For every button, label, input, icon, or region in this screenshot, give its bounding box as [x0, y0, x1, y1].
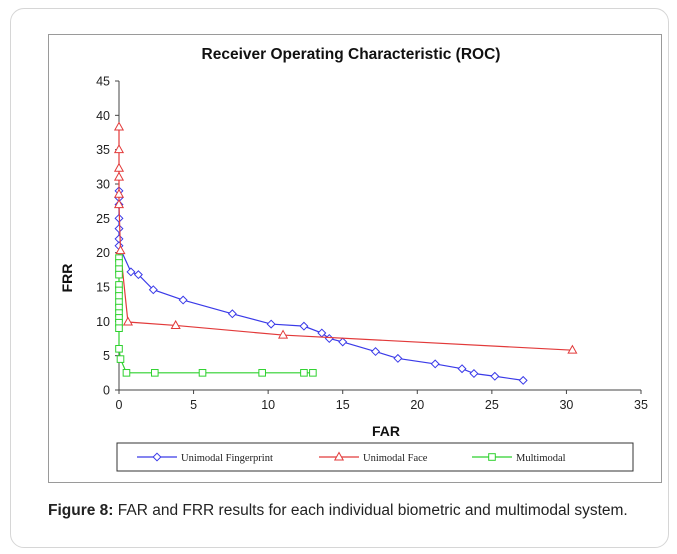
data-point-square: [116, 355, 125, 363]
x-tick-label: 35: [634, 398, 648, 412]
data-point-square: [198, 369, 207, 377]
series-2: [115, 254, 317, 377]
x-tick-label: 30: [559, 398, 573, 412]
chart-series: [113, 121, 578, 385]
data-point-square: [258, 369, 266, 377]
chart-frame: Receiver Operating Characteristic (ROC) …: [48, 34, 662, 483]
data-point-triangle: [113, 144, 125, 154]
data-point-diamond: [266, 319, 276, 329]
x-axis-label: FAR: [372, 423, 400, 439]
data-point-diamond: [152, 452, 162, 462]
y-tick-label: 20: [96, 246, 110, 260]
data-point-triangle: [170, 319, 181, 329]
x-tick-label: 20: [410, 398, 424, 412]
data-point-square: [488, 453, 496, 461]
data-point-triangle: [113, 171, 125, 181]
data-point-triangle: [115, 245, 126, 255]
data-point-square: [115, 259, 123, 267]
x-tick-label: 10: [261, 398, 275, 412]
figure-caption-label: Figure 8:: [48, 502, 114, 519]
y-tick-label: 30: [96, 178, 110, 192]
data-point-diamond: [178, 295, 188, 305]
chart-title: Receiver Operating Characteristic (ROC): [202, 46, 501, 63]
y-tick-label: 5: [103, 349, 110, 363]
figure-caption: Figure 8: FAR and FRR results for each i…: [48, 499, 668, 522]
y-tick-label: 10: [96, 315, 110, 329]
data-point-triangle: [333, 451, 345, 461]
y-tick-label: 40: [96, 109, 110, 123]
data-point-diamond: [126, 267, 136, 277]
data-point-square: [309, 369, 317, 377]
y-tick-label: 45: [96, 75, 110, 89]
figure-container: Receiver Operating Characteristic (ROC) …: [10, 8, 669, 548]
data-point-diamond: [469, 369, 479, 379]
data-point-diamond: [114, 224, 124, 234]
legend-label: Unimodal Fingerprint: [181, 453, 273, 464]
x-tick-label: 0: [116, 398, 123, 412]
roc-chart: Receiver Operating Characteristic (ROC) …: [59, 46, 648, 472]
data-point-diamond: [148, 285, 158, 295]
y-tick-label: 0: [103, 384, 110, 398]
data-point-square: [150, 369, 159, 377]
data-point-square: [122, 369, 131, 377]
data-point-triangle: [113, 188, 125, 198]
series-line: [118, 190, 524, 381]
data-point-diamond: [393, 353, 403, 363]
data-point-diamond: [338, 337, 348, 347]
data-point-triangle: [113, 199, 125, 209]
data-point-triangle: [113, 162, 125, 172]
data-point-diamond: [430, 359, 440, 369]
y-axis-label: FRR: [59, 264, 75, 293]
data-point-square: [115, 292, 123, 300]
legend-label: Multimodal: [516, 453, 566, 464]
x-tick-label: 15: [336, 398, 350, 412]
series-line: [118, 258, 313, 374]
data-point-diamond: [227, 309, 237, 319]
data-point-triangle: [113, 121, 125, 131]
data-point-diamond: [133, 270, 143, 280]
x-tick-label: 25: [485, 398, 499, 412]
data-point-diamond: [490, 371, 500, 381]
data-point-diamond: [518, 375, 528, 385]
data-point-triangle: [122, 316, 134, 326]
data-point-diamond: [457, 364, 467, 374]
legend-item: Unimodal Fingerprint: [137, 452, 273, 464]
data-point-triangle: [567, 344, 578, 354]
series-line: [118, 127, 573, 351]
data-point-square: [115, 270, 123, 279]
chart-legend: Unimodal Fingerprint Unimodal Face Multimo…: [116, 442, 634, 472]
legend-label: Unimodal Face: [363, 453, 428, 464]
series-1: [113, 121, 578, 354]
chart-axes: 0 5 10 15 20 25 30 35 0 5 10 15 20 25 30 35 40 45: [96, 75, 648, 413]
data-point-diamond: [299, 321, 309, 331]
y-tick-label: 15: [96, 281, 110, 295]
data-point-square: [115, 345, 123, 353]
legend-box: [116, 442, 634, 472]
legend-item: Multimodal: [472, 453, 566, 464]
data-point-triangle: [278, 329, 289, 339]
x-tick-label: 5: [190, 398, 197, 412]
series-0: [114, 186, 528, 385]
data-point-square: [300, 369, 308, 377]
legend-item: Unimodal Face: [319, 451, 428, 464]
data-point-diamond: [371, 347, 381, 357]
y-tick-label: 25: [96, 212, 110, 226]
y-tick-label: 35: [96, 143, 110, 157]
figure-caption-text: FAR and FRR results for each individual …: [113, 502, 628, 519]
data-point-square: [115, 324, 123, 332]
